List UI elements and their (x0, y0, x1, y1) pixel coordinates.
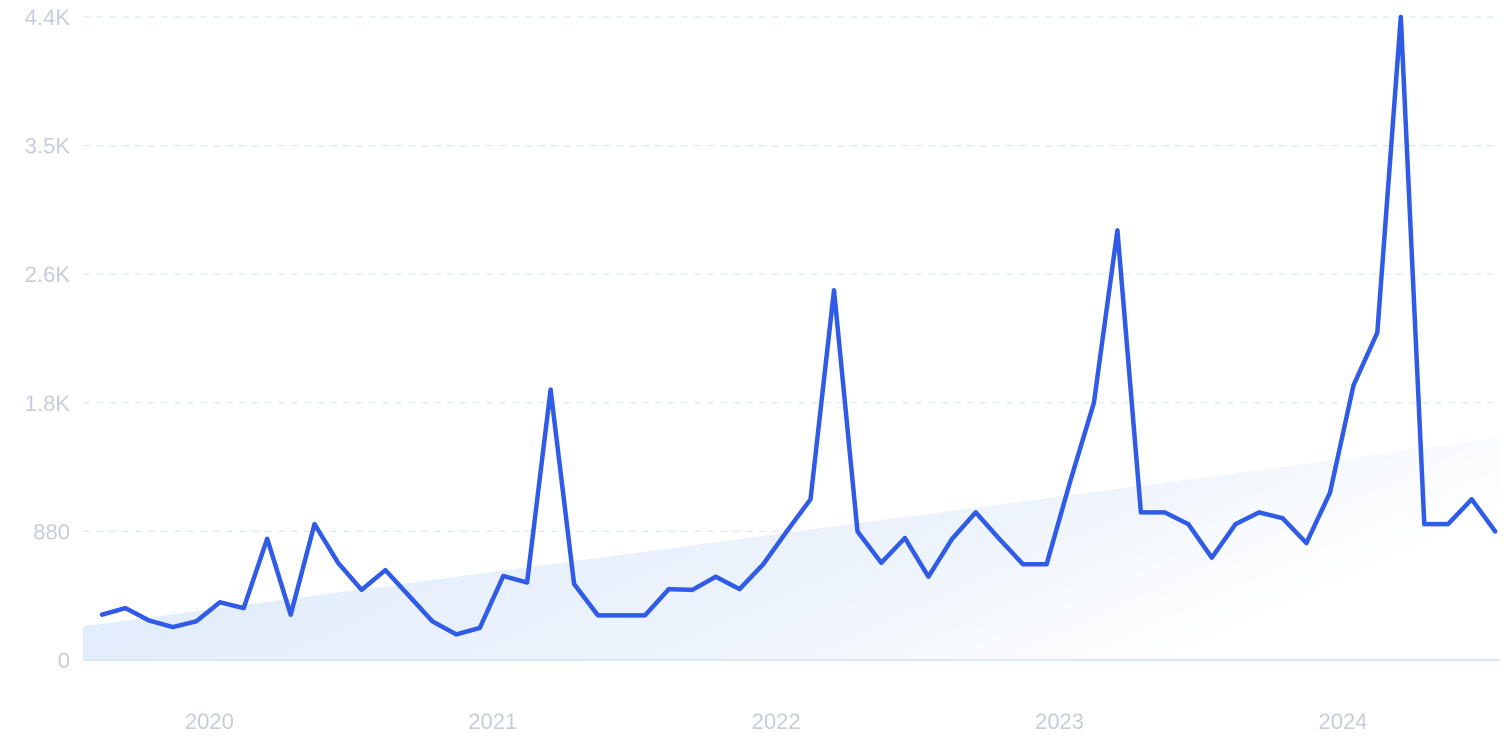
grid-lines (83, 16, 1500, 533)
x-tick-label: 2021 (468, 709, 517, 734)
x-tick-label: 2023 (1035, 709, 1084, 734)
series-line (99, 14, 1498, 637)
y-tick-label: 880 (33, 519, 70, 544)
y-tick-label: 0 (58, 648, 70, 673)
y-tick-label: 3.5K (25, 134, 71, 159)
x-tick-label: 2024 (1318, 709, 1367, 734)
y-axis-tick-labels: 0 880 1.8K 2.6K 3.5K 4.4K (25, 5, 71, 673)
x-tick-label: 2022 (752, 709, 801, 734)
y-tick-label: 4.4K (25, 5, 71, 30)
trend-area (83, 437, 1500, 660)
x-tick-label: 2020 (185, 709, 234, 734)
x-axis-tick-labels: 2020 2021 2022 2023 2024 (185, 709, 1368, 734)
y-tick-label: 1.8K (25, 391, 71, 416)
y-tick-label: 2.6K (25, 262, 71, 287)
